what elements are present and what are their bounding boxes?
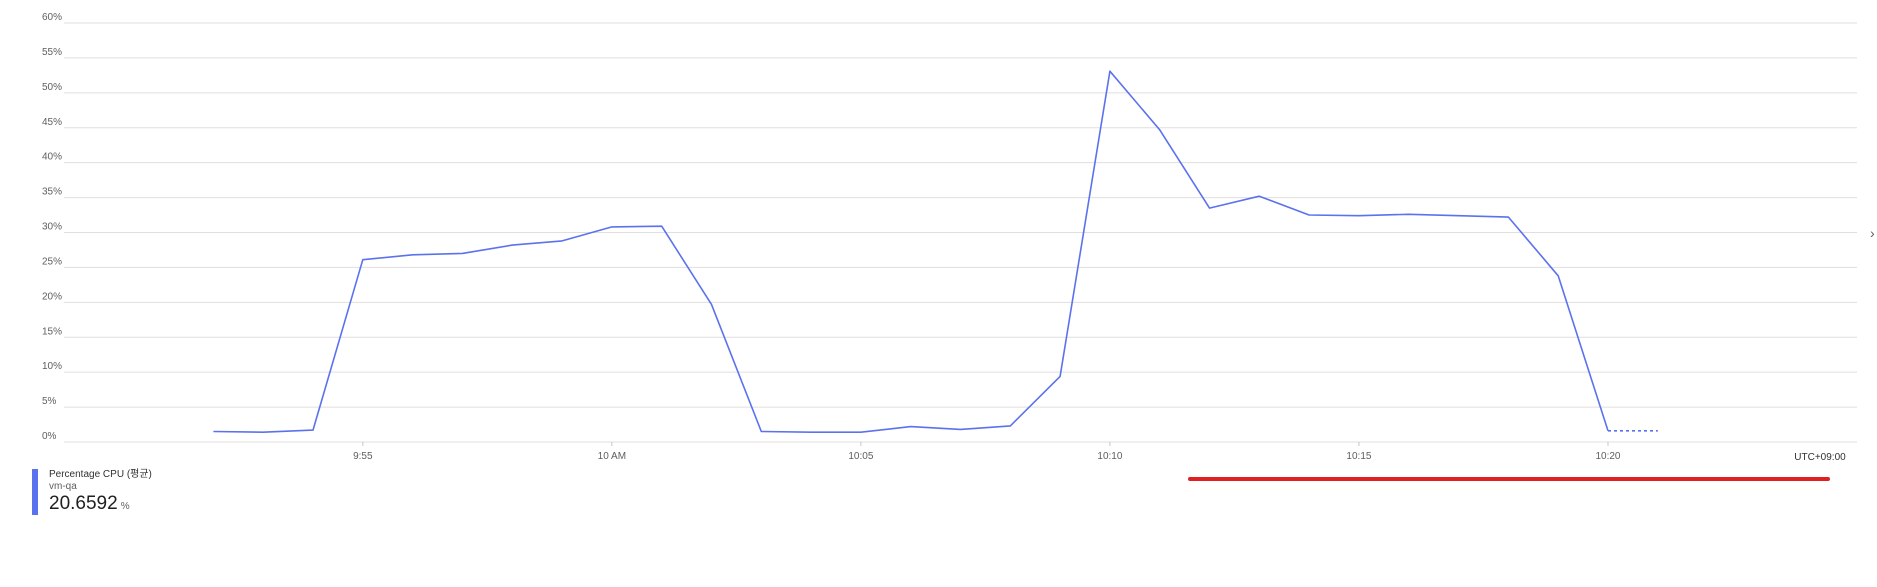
y-tick-label: 60% [42,12,62,23]
red-highlight-underline [1188,477,1830,481]
y-tick-label: 0% [42,431,57,442]
x-axis-ticks: 9:55 10 AM 10:05 10:10 10:15 10:20 [353,442,1621,462]
y-tick-label: 5% [42,396,57,407]
x-tick-label: 10:15 [1346,451,1371,462]
y-tick-label: 55% [42,47,62,58]
legend-resource-name: vm-qa [49,481,77,492]
legend-metric-name: Percentage CPU (평균) [49,469,152,480]
series-line-percentage-cpu[interactable] [213,70,1609,433]
y-axis-ticks: 0% 5% 10% 15% 20% 25% 30% 35% 40% 45% 50% 55% 60% [42,12,62,442]
x-tick-label: 10:05 [848,451,873,462]
x-tick-label: 10:10 [1097,451,1122,462]
y-tick-label: 30% [42,222,62,233]
grid-lines [64,22,1857,443]
legend-unit: % [120,501,130,512]
x-tick-label: 10:20 [1595,451,1620,462]
y-tick-label: 40% [42,152,62,163]
cpu-line-chart: 0% 5% 10% 15% 20% 25% 30% 35% 40% 45% 50% 55% 60% 9:… [42,12,1857,463]
timezone-label: UTC+09:00 [1794,452,1846,463]
y-tick-label: 20% [42,291,62,302]
legend[interactable]: Percentage CPU (평균) vm-qa 20.6592% [32,469,152,515]
chevron-right-icon[interactable]: › [1870,225,1875,241]
y-tick-label: 10% [42,361,62,372]
x-tick-label: 10 AM [598,451,626,462]
y-tick-label: 45% [42,117,62,128]
y-tick-label: 50% [42,82,62,93]
x-tick-label: 9:55 [353,451,373,462]
legend-value: 20.6592 [49,493,118,514]
y-tick-label: 35% [42,187,62,198]
y-tick-label: 15% [42,326,62,337]
legend-value-row: 20.6592% [49,493,152,518]
y-tick-label: 25% [42,256,62,267]
